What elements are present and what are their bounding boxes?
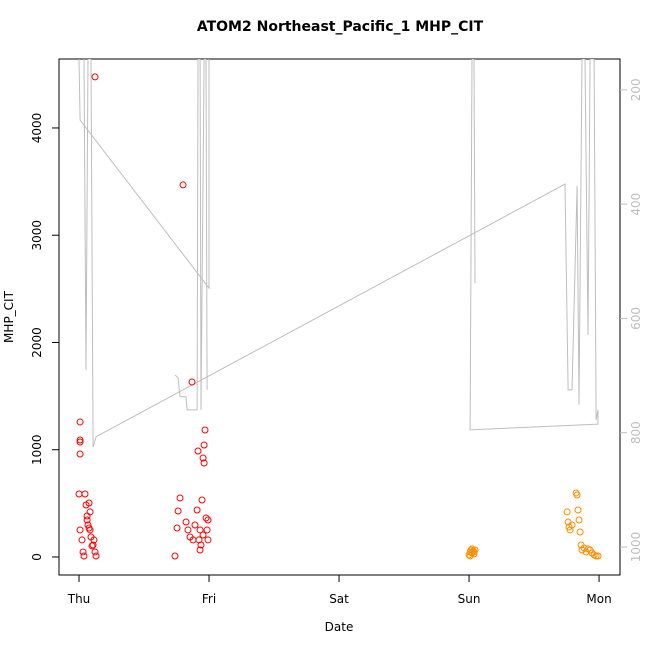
x-tick-label: Mon <box>586 592 611 606</box>
point <box>171 552 179 560</box>
point <box>470 548 478 556</box>
point <box>576 528 584 536</box>
point <box>86 508 94 516</box>
depth-line <box>78 59 599 448</box>
point <box>89 541 97 549</box>
point <box>193 506 201 514</box>
point <box>580 544 588 552</box>
x-tick-label: Thu <box>67 592 91 606</box>
point <box>75 490 83 498</box>
point <box>203 526 211 534</box>
point <box>594 552 602 560</box>
point <box>466 552 474 560</box>
point <box>91 73 99 81</box>
x-tick-label: Sat <box>329 592 349 606</box>
point <box>196 526 204 534</box>
point <box>78 536 86 544</box>
point <box>199 531 207 539</box>
point <box>196 546 204 554</box>
y-tick-label: 0 <box>30 553 44 561</box>
y2-tick-label: 400 <box>629 193 643 216</box>
point <box>83 516 91 524</box>
point <box>575 516 583 524</box>
point <box>201 426 209 434</box>
point <box>176 494 184 502</box>
point <box>79 548 87 556</box>
plot-box <box>58 58 621 576</box>
plot-area <box>75 59 602 560</box>
point <box>184 526 192 534</box>
point <box>179 181 187 189</box>
y-tick-label: 1000 <box>30 434 44 465</box>
point <box>563 508 571 516</box>
y2-tick-label: 800 <box>629 421 643 444</box>
point <box>85 499 93 507</box>
y-axis-label: MHP_CIT <box>2 290 16 343</box>
point <box>573 491 581 499</box>
y2-tick-label: 600 <box>629 307 643 330</box>
point <box>80 552 88 560</box>
point <box>202 514 210 522</box>
point <box>76 418 84 426</box>
y-tick-label: 2000 <box>30 327 44 358</box>
y2-tick-label: 200 <box>629 78 643 101</box>
point <box>81 490 89 498</box>
point <box>76 450 84 458</box>
point <box>199 454 207 462</box>
point <box>198 496 206 504</box>
y-tick-label: 4000 <box>30 113 44 144</box>
point <box>76 526 84 534</box>
point <box>204 516 212 524</box>
point <box>200 441 208 449</box>
x-tick-label: Fri <box>202 592 216 606</box>
point <box>92 552 100 560</box>
point <box>85 524 93 532</box>
point <box>592 552 600 560</box>
point <box>191 521 199 529</box>
point <box>76 438 84 446</box>
x-tick-label: Sun <box>458 592 481 606</box>
point <box>565 523 573 531</box>
y2-tick-label: 1000 <box>629 532 643 563</box>
point <box>91 548 99 556</box>
point <box>194 447 202 455</box>
point <box>83 512 91 520</box>
point <box>195 536 203 544</box>
point <box>88 542 96 550</box>
point <box>90 536 98 544</box>
point <box>174 507 182 515</box>
point <box>76 436 84 444</box>
point <box>204 536 212 544</box>
point <box>182 518 190 526</box>
point <box>188 378 196 386</box>
x-axis-label: Date <box>325 620 354 634</box>
point <box>200 459 208 467</box>
y-tick-label: 3000 <box>30 220 44 251</box>
chart-title: ATOM2 Northeast_Pacific_1 MHP_CIT <box>197 19 484 35</box>
point <box>574 506 582 514</box>
point <box>173 524 181 532</box>
